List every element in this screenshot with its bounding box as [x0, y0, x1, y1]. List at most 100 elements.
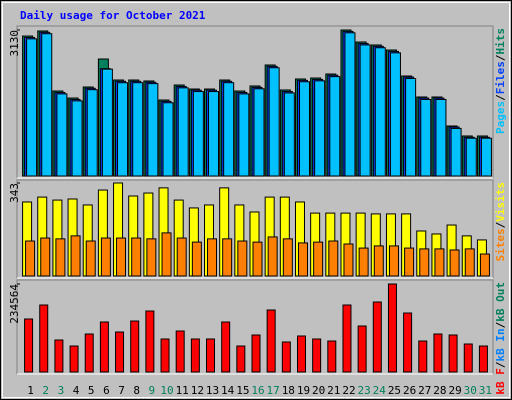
- x-tick-label: 10: [160, 384, 173, 397]
- bar: [192, 91, 204, 177]
- x-tick-label: 30: [464, 384, 477, 397]
- x-tick-label: 6: [103, 384, 110, 397]
- bar: [418, 340, 428, 373]
- bar: [146, 238, 157, 277]
- bar: [465, 137, 477, 177]
- bar: [175, 330, 185, 373]
- bar: [237, 240, 248, 277]
- x-tick-label: 22: [342, 384, 355, 397]
- bar: [99, 321, 109, 373]
- bar: [117, 82, 129, 177]
- bar: [56, 93, 68, 177]
- bar: [100, 237, 111, 277]
- bar: [329, 76, 341, 177]
- x-tick-label: 21: [327, 384, 340, 397]
- bar: [435, 99, 447, 177]
- x-tick-label: 1: [27, 384, 34, 397]
- bar: [26, 38, 38, 177]
- bar: [359, 44, 371, 177]
- bar: [480, 137, 492, 177]
- bar: [132, 82, 144, 177]
- x-tick-label: 25: [388, 384, 401, 397]
- x-tick-label: 16: [251, 384, 264, 397]
- x-tick-label: 4: [73, 384, 80, 397]
- bar: [101, 68, 113, 177]
- bar: [147, 83, 159, 177]
- bar: [131, 237, 142, 277]
- bar: [373, 245, 384, 277]
- chart-title: Daily usage for October 2021: [20, 9, 206, 22]
- y-tick-label: 343: [8, 183, 21, 203]
- bar: [222, 238, 233, 277]
- bar: [449, 249, 460, 277]
- bar: [71, 100, 83, 177]
- bar: [145, 310, 155, 373]
- legend-entry: Visits: [494, 182, 507, 222]
- bar: [450, 127, 462, 177]
- bar: [327, 340, 337, 373]
- x-tick-label: 7: [118, 384, 125, 397]
- x-tick-label: 28: [433, 384, 446, 397]
- x-tick-label: 20: [312, 384, 325, 397]
- legend-entry: kB F: [494, 368, 507, 395]
- bar: [208, 91, 220, 177]
- bar: [39, 304, 49, 373]
- bar: [24, 318, 34, 373]
- bar: [223, 82, 235, 177]
- bar: [388, 245, 399, 277]
- bar: [403, 312, 413, 373]
- bar: [41, 33, 53, 177]
- bar: [206, 338, 216, 373]
- y-tick-label: 3130: [8, 30, 21, 57]
- legend: kB F/kB In/kB Out: [494, 282, 507, 395]
- x-tick-label: 19: [297, 384, 310, 397]
- bar: [389, 52, 401, 177]
- x-tick-label: 12: [191, 384, 204, 397]
- bar: [69, 345, 79, 373]
- x-tick-label: 5: [88, 384, 95, 397]
- bar: [253, 88, 265, 177]
- bar: [238, 93, 250, 177]
- bar: [160, 338, 170, 373]
- bar: [251, 334, 261, 373]
- bar: [314, 80, 326, 177]
- legend-separator: /: [494, 54, 507, 61]
- bar: [281, 341, 291, 373]
- bar: [236, 345, 246, 373]
- bar: [130, 320, 140, 373]
- bar: [342, 304, 352, 373]
- bar: [40, 237, 51, 277]
- legend-separator: /: [494, 361, 507, 368]
- x-tick-label: 27: [418, 384, 431, 397]
- bar: [357, 325, 367, 373]
- bar: [404, 247, 415, 277]
- bar: [463, 343, 473, 373]
- bar: [420, 99, 432, 177]
- bar: [115, 331, 125, 373]
- bar: [464, 248, 475, 277]
- legend: Pages/Files/Hits: [494, 28, 507, 134]
- bar: [448, 334, 458, 373]
- bar: [479, 253, 490, 277]
- bar: [85, 240, 96, 277]
- x-tick-label: 14: [221, 384, 235, 397]
- legend-entry: Hits: [494, 28, 507, 55]
- bar: [86, 89, 98, 177]
- bar: [358, 247, 369, 277]
- x-tick-label: 15: [236, 384, 249, 397]
- bar: [84, 333, 94, 373]
- bar: [374, 47, 386, 177]
- bar: [296, 335, 306, 373]
- x-tick-label: 11: [176, 384, 189, 397]
- bar: [419, 248, 430, 277]
- x-tick-label: 29: [448, 384, 461, 397]
- bar: [283, 92, 295, 177]
- x-tick-label: 24: [373, 384, 387, 397]
- bar: [191, 241, 202, 277]
- bar: [207, 238, 218, 277]
- legend-entry: kB Out: [494, 282, 507, 322]
- bar: [25, 240, 36, 277]
- bar: [328, 240, 339, 277]
